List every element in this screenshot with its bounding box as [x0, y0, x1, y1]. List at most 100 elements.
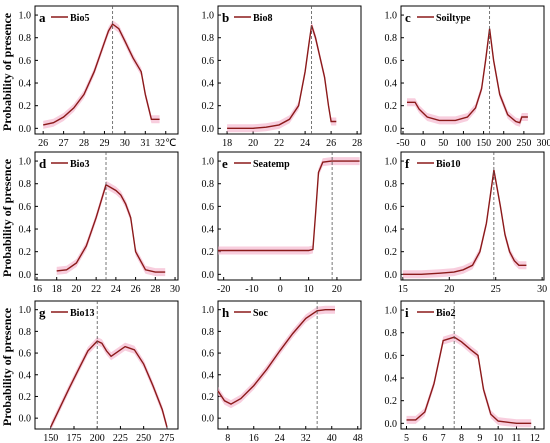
- y-tick-label: 1.0: [202, 157, 215, 168]
- y-tick-label: 0.4: [202, 370, 215, 381]
- x-tick-label: 9: [477, 433, 482, 443]
- y-tick-label: 0.8: [202, 33, 215, 44]
- confidence-band: [56, 180, 166, 277]
- panel-frame: [217, 5, 362, 135]
- y-tick-label: 0.0: [385, 270, 398, 281]
- response-curve: [218, 160, 360, 252]
- legend-label: Bio3: [70, 159, 89, 170]
- panel-letter: f: [405, 156, 410, 171]
- y-tick-label: 0.4: [19, 370, 32, 381]
- y-axis-label-row3: Probability of presence: [0, 307, 14, 426]
- x-tick-label: 27: [59, 138, 69, 149]
- y-tick-label: 0.4: [19, 79, 32, 90]
- y-tick-label: 0.6: [19, 202, 32, 213]
- panels: 0.00.20.40.60.81.026 27 28 29 30 31 32℃a Bio50.…: [19, 5, 550, 443]
- y-tick-label: 0.4: [385, 225, 398, 236]
- y-tick-label: 0.6: [385, 351, 398, 362]
- y-axis-label-row1: Probability of presence: [0, 12, 14, 131]
- y-tick-label: 0.2: [19, 247, 32, 258]
- y-tick-label: 0.0: [202, 124, 215, 135]
- y-tick-label: 0.8: [385, 179, 398, 190]
- y-tick-label: 0.6: [385, 202, 398, 213]
- x-tick-label: 8: [459, 433, 464, 443]
- y-tick-label: 1.0: [385, 157, 398, 168]
- legend-label: Bio2: [436, 308, 455, 319]
- y-tick-label: 0.2: [202, 101, 215, 112]
- legend-label: Bio8: [253, 13, 272, 24]
- panel-frame: [34, 5, 179, 135]
- y-tick-label: 0.0: [19, 124, 32, 135]
- y-tick-label: 1.0: [19, 157, 32, 168]
- y-tick-label: 1.0: [19, 305, 32, 316]
- y-tick-label: 0.0: [385, 419, 398, 430]
- y-tick-label: 0.2: [19, 392, 32, 403]
- y-tick-label: 1.0: [202, 11, 215, 22]
- y-tick-label: 0.0: [385, 124, 398, 135]
- y-tick-label: 0.4: [202, 225, 215, 236]
- confidence-band: [227, 21, 337, 133]
- x-tick-label: 7: [441, 433, 446, 443]
- y-tick-label: 1.0: [19, 11, 32, 22]
- x-tick-label: 200: [90, 433, 105, 443]
- panel-letter: d: [39, 156, 47, 171]
- x-tick-label: 24: [111, 284, 121, 295]
- y-tick-label: 1.0: [202, 305, 215, 316]
- panel-frame: [400, 300, 545, 430]
- panel-frame: [34, 151, 179, 281]
- x-tick-label: 50: [438, 138, 448, 149]
- panel-frame: [400, 5, 545, 135]
- panel-letter: a: [39, 10, 46, 25]
- legend-label: Bio10: [436, 159, 460, 170]
- x-tick-label: 20: [248, 138, 258, 149]
- x-tick-label: 0: [278, 284, 283, 295]
- panel-frame: [217, 300, 362, 430]
- panel-frame: [400, 151, 545, 281]
- y-tick-label: 0.8: [202, 179, 215, 190]
- x-tick-label: 300: [537, 138, 550, 149]
- response-curve: [43, 23, 160, 126]
- panel-letter: i: [405, 305, 409, 320]
- legend-label: Bio13: [70, 308, 94, 319]
- response-curve: [56, 183, 166, 273]
- x-tick-label: 100: [456, 138, 471, 149]
- x-tick-label: 275: [159, 433, 174, 443]
- x-tick-label: 225: [113, 433, 128, 443]
- x-tick-label: 26: [131, 284, 141, 295]
- panel-frame: [34, 300, 179, 430]
- y-tick-label: 1.0: [385, 306, 398, 317]
- x-tick-label: 6: [422, 433, 427, 443]
- x-tick-label: 32: [301, 433, 311, 443]
- x-tick-label: 20: [71, 284, 81, 295]
- y-tick-label: 0.0: [202, 270, 215, 281]
- x-tick-label: 175: [67, 433, 82, 443]
- x-tick-label: 28: [79, 138, 89, 149]
- x-tick-label: 15: [398, 284, 408, 295]
- panel-letter: e: [222, 156, 228, 171]
- y-tick-label: 0.8: [385, 328, 398, 339]
- y-tick-label: 0.6: [19, 56, 32, 67]
- legend-label: Soiltype: [436, 13, 471, 24]
- x-tick-label: 28: [150, 284, 160, 295]
- panel-e: 0.0 0.2 0.4 0.6 0.8 1.0 -20 -10 0 10 20 e Seatemp: [202, 151, 362, 295]
- y-tick-label: 0.6: [202, 56, 215, 67]
- panel-i: 0.0 0.2 0.4 0.6 0.8 1.0 5 6 7 8 9 10 11 12 i Bio2: [385, 300, 545, 443]
- y-tick-label: 0.0: [19, 270, 32, 281]
- panel-a: 0.0 0.2 0.4 0.6 0.8 1.0 26 27 28 29 30 31 32℃ a Bio5: [19, 5, 179, 149]
- confidence-band: [50, 337, 167, 431]
- x-tick-label: 10: [493, 433, 503, 443]
- y-axis-label-row2: Probability of presence: [0, 158, 14, 277]
- x-tick-label: 16: [32, 284, 42, 295]
- x-tick-label: 22: [91, 284, 101, 295]
- x-tick-label: -20: [217, 284, 230, 295]
- x-tick-label: 30: [170, 284, 180, 295]
- y-tick-label: 0.2: [385, 101, 398, 112]
- y-tick-label: 0.4: [202, 79, 215, 90]
- y-tick-label: 0.2: [385, 247, 398, 258]
- x-tick-label: 20: [444, 284, 454, 295]
- x-tick-label: -50: [396, 138, 409, 149]
- x-tick-label: 11: [512, 433, 522, 443]
- x-tick-label: 0: [421, 138, 426, 149]
- x-tick-label: 25: [491, 284, 501, 295]
- x-tick-label: 30: [537, 284, 547, 295]
- x-tick-label: 150: [476, 138, 491, 149]
